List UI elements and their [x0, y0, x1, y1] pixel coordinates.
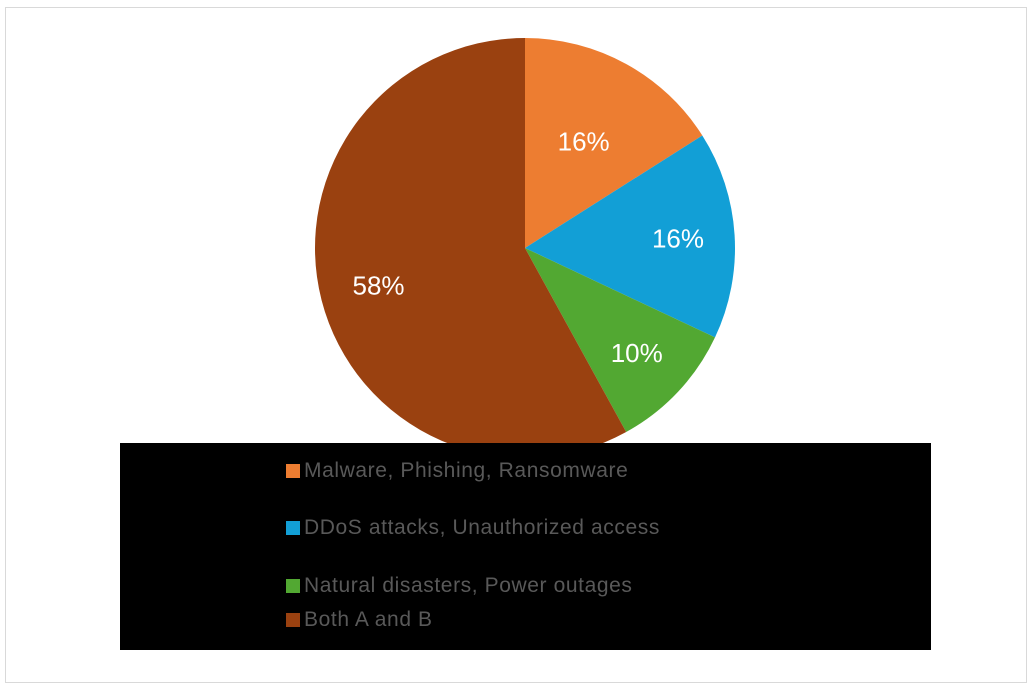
legend: Malware, Phishing, Ransomware DDoS attac…	[120, 443, 931, 650]
legend-swatch-natural-disasters	[286, 579, 300, 593]
legend-item-both: Both A and B	[286, 608, 433, 632]
legend-swatch-ddos	[286, 521, 300, 535]
legend-swatch-malware	[286, 464, 300, 478]
legend-label-natural-disasters: Natural disasters, Power outages	[304, 574, 633, 597]
legend-label-malware: Malware, Phishing, Ransomware	[304, 459, 629, 482]
legend-label-ddos: DDoS attacks, Unauthorized access	[304, 516, 660, 539]
pie-slice-ddos	[525, 135, 735, 338]
legend-item-malware: Malware, Phishing, Ransomware	[286, 459, 628, 483]
pie-slices	[314, 38, 735, 459]
data-label-natural-disasters: 10%	[611, 338, 663, 368]
legend-item-ddos: DDoS attacks, Unauthorized access	[286, 516, 660, 540]
data-label-malware: 16%	[558, 126, 610, 156]
data-label-ddos: 16%	[652, 223, 704, 253]
pie-slice-malware	[525, 38, 703, 248]
legend-label-both: Both A and B	[304, 608, 433, 631]
pie-slice-both	[314, 38, 627, 459]
data-label-both: 58%	[353, 271, 405, 301]
pie-data-labels: 16% 16% 10% 58%	[353, 126, 704, 368]
legend-item-natural-disasters: Natural disasters, Power outages	[286, 574, 633, 598]
legend-swatch-both	[286, 613, 300, 627]
pie-slice-natural-disasters	[525, 248, 716, 433]
